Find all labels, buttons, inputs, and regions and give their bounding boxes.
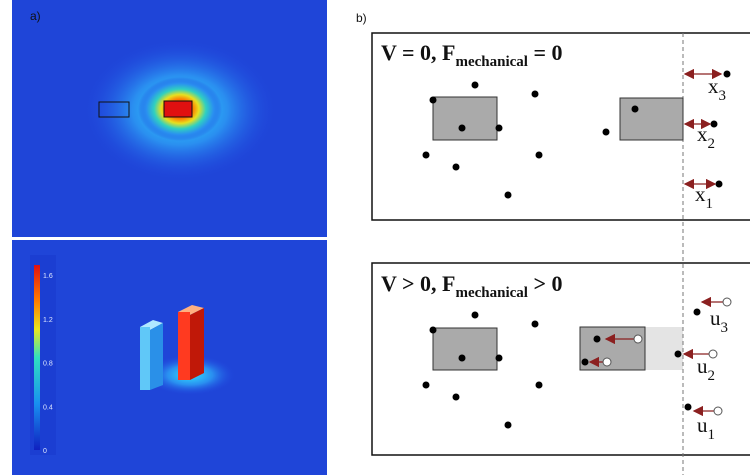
particle <box>430 327 437 334</box>
bar-side-hot <box>190 308 204 380</box>
title-main: V > 0, F <box>381 271 455 296</box>
particle <box>532 91 539 98</box>
panel-label: a) <box>30 9 41 23</box>
label-sub: 3 <box>721 320 729 336</box>
particle <box>536 152 543 159</box>
initial-position <box>714 407 722 415</box>
initial-position <box>723 298 731 306</box>
particle <box>532 321 539 328</box>
particle <box>724 71 731 78</box>
particle <box>711 121 718 128</box>
title-rest: > 0 <box>528 271 563 296</box>
electrode-active <box>164 101 192 117</box>
figure: a) 1.61.20.80.40 b) V = 0, Fmechanical <box>0 0 750 475</box>
electrode <box>580 327 645 370</box>
initial-position <box>709 350 717 358</box>
colorbar-tick-label: 0.8 <box>43 361 53 368</box>
particle <box>594 336 601 343</box>
electrode <box>433 328 497 370</box>
colorbar-tick-label: 1.2 <box>43 317 53 324</box>
label-base: x <box>708 74 719 98</box>
particle <box>459 355 466 362</box>
particle <box>453 164 460 171</box>
colorbar <box>34 265 40 450</box>
bar-front-hot <box>178 312 190 380</box>
label-base: u <box>697 354 708 378</box>
electrode <box>620 98 683 140</box>
label-sub: 1 <box>708 427 716 443</box>
label-base: u <box>710 306 721 330</box>
particle <box>716 181 723 188</box>
particle <box>430 97 437 104</box>
particle <box>582 359 589 366</box>
panel-label: b) <box>356 11 367 25</box>
initial-position <box>603 358 611 366</box>
particle <box>472 312 479 319</box>
particle <box>459 125 466 132</box>
particle <box>675 351 682 358</box>
particle <box>694 309 701 316</box>
particle <box>472 82 479 89</box>
label-sub: 1 <box>706 196 714 212</box>
title-main: V = 0, F <box>381 40 455 65</box>
label-sub: 2 <box>708 368 716 384</box>
particle <box>536 382 543 389</box>
colorbar-tick-label: 1.6 <box>43 273 53 280</box>
particle <box>423 152 430 159</box>
bar-front <box>140 327 150 390</box>
colorbar-tick-label: 0.4 <box>43 404 53 411</box>
label-base: x <box>697 122 708 146</box>
particle <box>603 129 610 136</box>
electrode <box>433 97 497 140</box>
particle <box>453 394 460 401</box>
particle <box>496 355 503 362</box>
particle <box>496 125 503 132</box>
colorbar-panel <box>30 255 56 455</box>
label-sub: 3 <box>719 88 727 104</box>
label-base: u <box>697 413 708 437</box>
bar-side <box>150 323 163 390</box>
title-rest: = 0 <box>528 40 563 65</box>
label-base: x <box>695 182 706 206</box>
particle <box>632 106 639 113</box>
label-sub: 2 <box>708 136 716 152</box>
particle <box>685 404 692 411</box>
particle <box>423 382 430 389</box>
colorbar-tick-label: 0 <box>43 448 47 455</box>
title-sub: mechanical <box>455 54 528 70</box>
title-sub: mechanical <box>455 285 528 301</box>
initial-position <box>634 335 642 343</box>
particle <box>505 192 512 199</box>
displaced-region <box>645 327 683 370</box>
particle <box>505 422 512 429</box>
